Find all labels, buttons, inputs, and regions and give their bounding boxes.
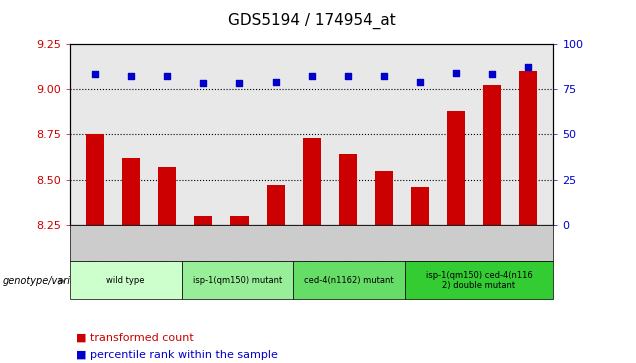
Bar [339, 154, 357, 225]
Bar [158, 167, 176, 225]
Bar [266, 185, 284, 225]
Point [451, 70, 461, 76]
Point [235, 81, 245, 86]
Bar [122, 158, 141, 225]
Text: genotype/variation: genotype/variation [3, 276, 96, 286]
Point [523, 64, 533, 70]
Point [270, 79, 280, 85]
Point [307, 73, 317, 79]
Point [343, 73, 353, 79]
Bar [483, 85, 501, 225]
Bar [447, 111, 465, 225]
Point [162, 73, 172, 79]
Point [487, 72, 497, 77]
Bar [195, 216, 212, 225]
Text: isp-1(qm150) mutant: isp-1(qm150) mutant [193, 276, 282, 285]
Text: ■ transformed count: ■ transformed count [76, 333, 194, 343]
Point [90, 72, 100, 77]
Bar [230, 216, 249, 225]
Text: wild type: wild type [106, 276, 145, 285]
Point [415, 79, 425, 85]
Point [198, 81, 209, 86]
Bar [519, 71, 537, 225]
Point [126, 73, 136, 79]
Text: isp-1(qm150) ced-4(n116
2) double mutant: isp-1(qm150) ced-4(n116 2) double mutant [425, 271, 532, 290]
Text: GDS5194 / 174954_at: GDS5194 / 174954_at [228, 13, 396, 29]
Bar [303, 138, 321, 225]
Point [378, 73, 389, 79]
Text: ■ percentile rank within the sample: ■ percentile rank within the sample [76, 350, 278, 360]
Bar [411, 187, 429, 225]
Text: ced-4(n1162) mutant: ced-4(n1162) mutant [304, 276, 394, 285]
Bar [375, 171, 393, 225]
Bar [86, 134, 104, 225]
